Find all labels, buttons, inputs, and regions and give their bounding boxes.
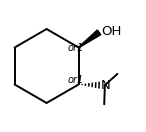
Text: OH: OH	[101, 25, 121, 38]
Text: or1: or1	[68, 43, 84, 53]
Polygon shape	[78, 30, 101, 48]
Text: N: N	[101, 79, 110, 92]
Text: or1: or1	[68, 75, 84, 85]
